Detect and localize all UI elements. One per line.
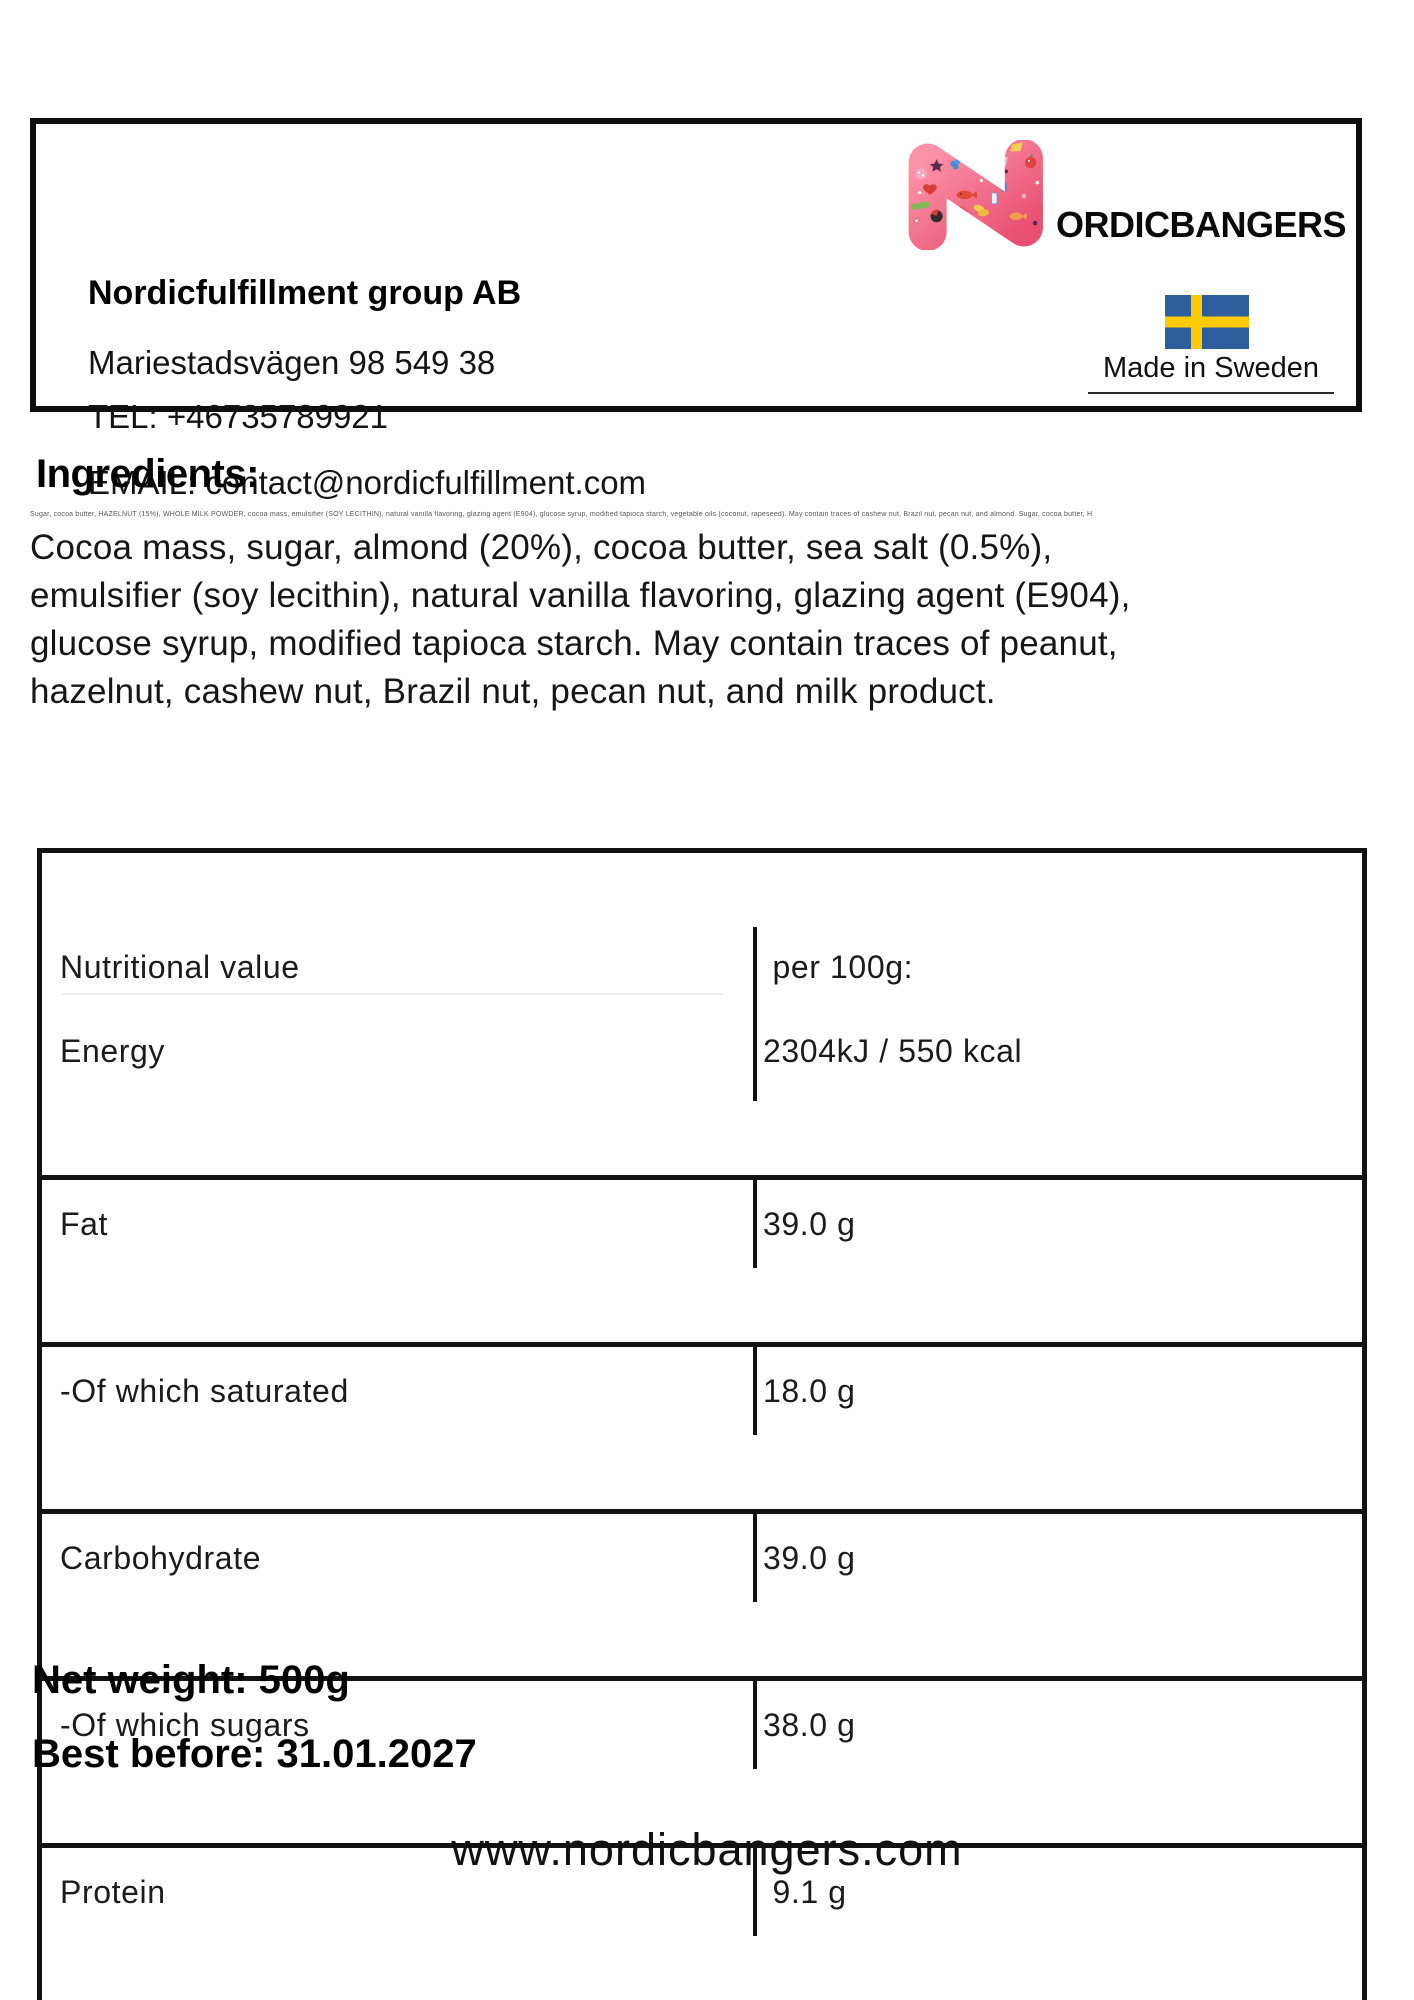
net-weight: Net weight: 500g <box>32 1658 350 1702</box>
row-label: Carbohydrate <box>42 1514 757 1602</box>
ingredients-heading: Ingredients: <box>36 452 259 496</box>
brand-n-logo-icon <box>908 140 1045 250</box>
table-row-carbohydrate: Carbohydrate 39.0 g <box>42 1509 1362 1602</box>
company-address: Mariestadsvägen 98 549 38 <box>88 344 496 381</box>
made-in-sweden-label: Made in Sweden <box>1102 352 1320 384</box>
row-label: -Of which saturated <box>42 1347 757 1435</box>
table-row-energy: Nutritional value Energy per 100g: 2304k… <box>42 927 1362 1101</box>
ingredients-line: glucose syrup, modified tapioca starch. … <box>30 624 1118 663</box>
company-info-box: Nordicfulfillment group AB Mariestadsväg… <box>30 118 1362 501</box>
made-in-sweden-underline <box>1088 392 1334 394</box>
table-row-fat: Fat 39.0 g <box>42 1175 1362 1268</box>
best-before: Best before: 31.01.2027 <box>32 1732 477 1776</box>
ingredients-line: emulsifier (soy lecithin), natural vanil… <box>30 576 1131 615</box>
table-row-sugars: -Of which sugars 38.0 g <box>42 1676 1362 1769</box>
nutrition-table: Nutritional value Energy per 100g: 2304k… <box>37 848 1367 2000</box>
row-value: 18.0 g <box>763 1372 856 1409</box>
website-url: www.nordicbangers.com <box>451 1824 963 1875</box>
table-row-saturated: -Of which saturated 18.0 g <box>42 1342 1362 1435</box>
row-value: 2304kJ / 550 kcal <box>763 1032 1023 1069</box>
ingredients-microtext: Sugar, cocoa butter, HAZELNUT (15%), WHO… <box>30 511 1092 518</box>
row-label: Fat <box>42 1180 757 1268</box>
row-label: Energy <box>60 1032 165 1069</box>
company-name: Nordicfulfillment group AB <box>88 274 522 312</box>
row-value: 39.0 g <box>763 1539 856 1576</box>
ingredients-line: Cocoa mass, sugar, almond (20%), cocoa b… <box>30 528 1053 567</box>
row-label: Protein <box>42 1848 757 1936</box>
sweden-flag-icon <box>1165 295 1249 349</box>
company-email: EMAIL: contact@nordicfulfillment.com <box>88 464 647 501</box>
row-value: 39.0 g <box>763 1205 856 1242</box>
company-tel: TEL: +46735789921 <box>88 398 389 435</box>
brand-wordmark: ORDICBANGERS <box>1056 204 1347 245</box>
row-label: -Of which sugars <box>42 1681 757 1769</box>
row-value: 9.1 g <box>763 1873 847 1910</box>
table-row-protein: Protein 9.1 g <box>42 1843 1362 1936</box>
ingredients-paragraph: Cocoa mass, sugar, almond (20%), cocoa b… <box>30 524 1390 716</box>
faint-divider <box>62 993 723 995</box>
nutrition-header-label: Nutritional value <box>60 948 300 985</box>
ingredients-line: hazelnut, cashew nut, Brazil nut, pecan … <box>30 672 996 711</box>
row-value: 38.0 g <box>763 1706 856 1743</box>
nutrition-header-value: per 100g: <box>763 948 914 985</box>
